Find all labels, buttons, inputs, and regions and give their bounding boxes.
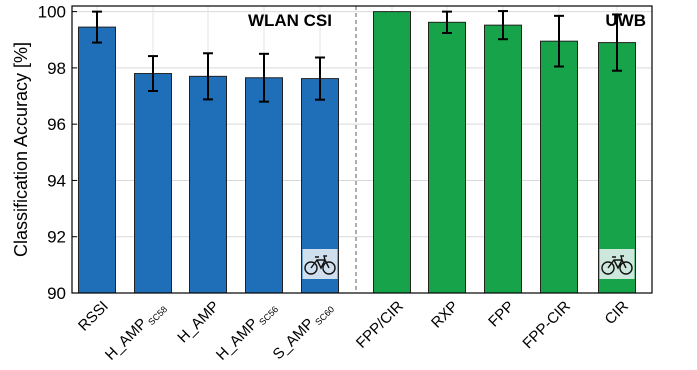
- bicycle-frame: [607, 255, 627, 270]
- bars-layer: [78, 11, 636, 294]
- x-tick-label: RSSI: [75, 298, 112, 335]
- bicycle-wheel: [304, 261, 318, 275]
- x-tick-label: H_AMPSC56: [213, 298, 280, 365]
- bar: [189, 75, 227, 294]
- x-tick-label: S_AMPSC60: [270, 298, 337, 365]
- bar: [134, 73, 172, 294]
- x-tick-label: CIR: [602, 298, 632, 328]
- y-tick-label: 96: [47, 115, 66, 134]
- group-label-wlan: WLAN CSI: [248, 11, 332, 30]
- bicycle-marker-bg: [302, 249, 338, 279]
- x-tick-label-main: H_AMP: [102, 315, 151, 364]
- axes-layer: [71, 5, 653, 294]
- bicycle-wheel: [601, 261, 615, 275]
- x-tick-label: FPP-CIR: [519, 298, 574, 353]
- bar: [540, 40, 578, 294]
- x-tick-label: FPP: [485, 298, 518, 331]
- y-tick-label: 100: [38, 3, 66, 22]
- bicycle-icon: [601, 255, 633, 275]
- x-tick-label-main: CIR: [602, 298, 632, 328]
- x-tick-label-subscript: SC56: [257, 304, 280, 327]
- bar: [373, 11, 411, 294]
- y-tick-label: 94: [47, 171, 66, 190]
- x-tick-label-main: FPP: [485, 298, 518, 331]
- bar: [78, 26, 116, 294]
- x-tick-label: RXP: [428, 298, 462, 332]
- y-tick-label: 98: [47, 59, 66, 78]
- bicycle-icon: [304, 255, 336, 275]
- y-tick-label: 92: [47, 228, 66, 247]
- x-tick-label-main: H_AMP: [174, 298, 223, 347]
- x-tick-label-main: RXP: [428, 298, 462, 332]
- bar: [428, 21, 466, 294]
- x-tick-label: H_AMP: [174, 298, 223, 347]
- group-label-uwb: UWB: [605, 11, 646, 30]
- bicycle-wheel: [322, 261, 336, 275]
- error-bars-layer: [92, 10, 622, 103]
- x-tick-label-main: RSSI: [75, 298, 112, 335]
- y-axis-label: Classification Accuracy [%]: [11, 42, 31, 257]
- x-tick-label-main: FPP/CIR: [353, 298, 407, 352]
- bar: [245, 77, 283, 294]
- bicycle-marker-bg: [599, 249, 635, 279]
- x-tick-label-main: FPP-CIR: [519, 298, 574, 353]
- x-tick-label: H_AMPSC58: [102, 298, 169, 365]
- bicycle-wheel: [619, 261, 633, 275]
- bicycle-frame: [310, 255, 330, 270]
- x-tick-label-subscript: SC60: [313, 304, 336, 327]
- bar: [484, 24, 522, 294]
- y-tick-label: 90: [47, 284, 66, 303]
- x-tick-label: FPP/CIR: [353, 298, 407, 352]
- x-tick-label-main: S_AMP: [270, 315, 318, 363]
- x-tick-label-main: H_AMP: [213, 315, 262, 364]
- x-tick-label-subscript: SC58: [146, 304, 169, 327]
- plot-frame: [71, 5, 653, 294]
